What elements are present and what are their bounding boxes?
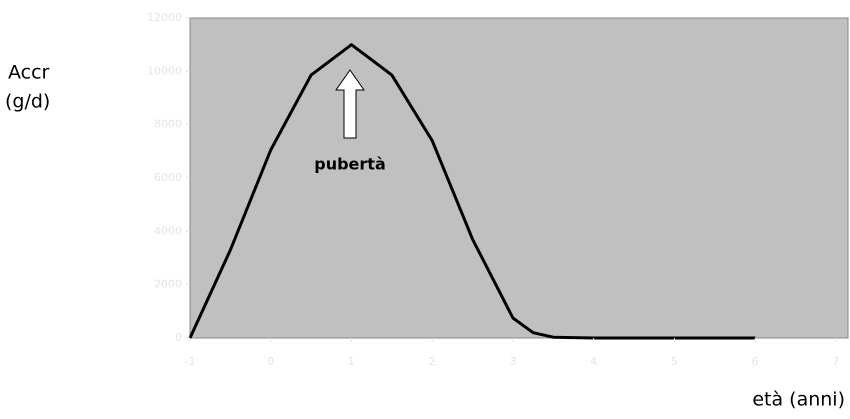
y-tick-label: 12000 [147, 11, 182, 24]
x-tick-label: -1 [185, 355, 196, 368]
x-tick-label: 1 [348, 355, 355, 368]
y-tick-label: 6000 [154, 171, 182, 184]
y-axis-label: Accr [8, 62, 50, 84]
y-tick-label: 0 [175, 331, 182, 344]
x-tick-label: 5 [671, 355, 678, 368]
x-tick-label: 2 [429, 355, 436, 368]
y-tick-label: 10000 [147, 64, 182, 77]
x-tick-label: 0 [267, 355, 274, 368]
plot-area [189, 17, 849, 339]
annotation: pubertà [314, 155, 385, 174]
y-tick-label: 4000 [154, 224, 182, 237]
y-tick-label: 2000 [154, 278, 182, 291]
x-tick-label: 7 [832, 355, 839, 368]
x-axis-label: età (anni) [752, 389, 845, 411]
line [188, 43, 756, 340]
x-tick-label: 3 [509, 355, 516, 368]
arrow [335, 69, 365, 139]
y-axis-label: (g/d) [5, 91, 50, 113]
x-tick-label: 4 [590, 355, 597, 368]
x-tick-label: 6 [752, 355, 759, 368]
y-tick-label: 8000 [154, 118, 182, 131]
